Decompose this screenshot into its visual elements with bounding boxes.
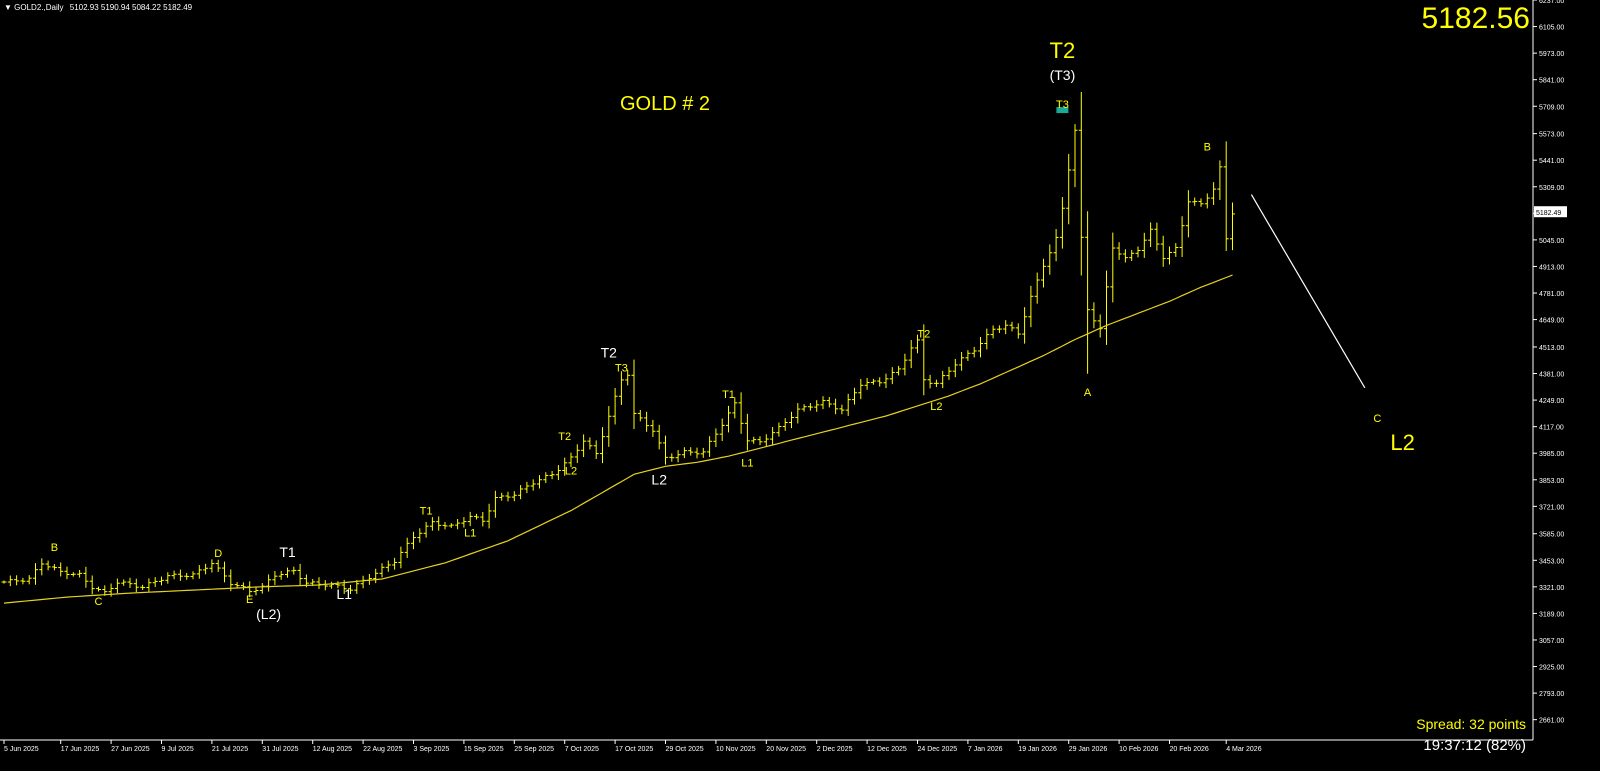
y-tick-label: 2925.00 [1539, 665, 1564, 672]
x-tick-label: 5 Jun 2025 [4, 746, 39, 753]
y-tick-label: 3321.00 [1539, 585, 1564, 592]
spread-readout: Spread: 32 points [1416, 716, 1526, 732]
x-tick-label: 17 Jun 2025 [61, 746, 100, 753]
y-tick-label: 3057.00 [1539, 638, 1564, 645]
wave-label: T1 [420, 506, 433, 518]
y-tick-label: 3585.00 [1539, 532, 1564, 539]
x-tick-label: 24 Dec 2025 [918, 746, 958, 753]
symbol-label: GOLD2.,Daily [14, 3, 64, 12]
projection-line [1250, 194, 1366, 389]
wave-label: L2 [565, 465, 577, 477]
wave-label: T2 [601, 345, 618, 361]
wave-label: T1 [279, 544, 296, 560]
wave-label: T2 [917, 328, 930, 340]
x-tick-label: 2 Dec 2025 [817, 746, 853, 753]
x-tick-label: 15 Sep 2025 [464, 746, 504, 753]
chart-title: GOLD # 2 [620, 93, 710, 115]
x-tick-label: 7 Jan 2026 [968, 746, 1003, 753]
y-tick-label: 4513.00 [1539, 345, 1564, 352]
x-tick-label: 4 Mar 2026 [1226, 746, 1262, 753]
y-tick-label: 3453.00 [1539, 558, 1564, 565]
y-tick-label: 5841.00 [1539, 78, 1564, 85]
y-tick-label: 5045.00 [1539, 238, 1564, 245]
y-tick-label: 4913.00 [1539, 264, 1564, 271]
x-tick-label: 27 Jun 2025 [111, 746, 150, 753]
wave-label: (T3) [1050, 67, 1076, 83]
y-tick-label: 3853.00 [1539, 478, 1564, 485]
y-tick-label: 5973.00 [1539, 51, 1564, 58]
x-tick-label: 10 Nov 2025 [716, 746, 756, 753]
wave-label: L1 [741, 457, 753, 469]
x-tick-label: 7 Oct 2025 [565, 746, 599, 753]
wave-label: L1 [464, 528, 476, 540]
wave-label: L2 [651, 471, 667, 487]
wave-label: T1 [722, 389, 735, 401]
x-tick-label: 20 Feb 2026 [1170, 746, 1209, 753]
y-tick-label: 2793.00 [1539, 691, 1564, 698]
bar-timer: 19:37:12 (82%) [1423, 737, 1526, 754]
y-tick-label: 5309.00 [1539, 185, 1564, 192]
y-tick-label: 3985.00 [1539, 451, 1564, 458]
wave-label: L2 [1390, 430, 1414, 455]
y-tick-label: 5441.00 [1539, 158, 1564, 165]
y-tick-label: 5709.00 [1539, 104, 1564, 111]
wave-label: T2 [558, 431, 571, 443]
chart-header: ▼ GOLD2.,Daily 5102.93 5190.94 5084.22 5… [4, 3, 192, 12]
x-tick-label: 29 Jan 2026 [1069, 746, 1108, 753]
wave-label: E [246, 594, 253, 606]
y-tick-label: 6105.00 [1539, 25, 1564, 32]
wave-label: L2 [930, 401, 942, 413]
y-tick-label: 3721.00 [1539, 504, 1564, 511]
wave-label: T3 [615, 363, 628, 375]
x-tick-label: 19 Jan 2026 [1018, 746, 1057, 753]
y-tick-label: 4381.00 [1539, 372, 1564, 379]
marker-box [1056, 107, 1069, 114]
wave-label: B [1204, 141, 1211, 153]
x-tick-label: 9 Jul 2025 [162, 746, 194, 753]
wave-label: B [51, 542, 58, 554]
ohlc-values: 5102.93 5190.94 5084.22 5182.49 [69, 3, 193, 12]
current-price-big: 5182.56 [1421, 2, 1530, 35]
current-price-tag-label: 5182.49 [1536, 210, 1561, 217]
y-tick-label: 2661.00 [1539, 718, 1564, 725]
y-tick-label: 4249.00 [1539, 398, 1564, 405]
moving-average-line [3, 274, 1233, 604]
triangle-down-icon[interactable]: ▼ [4, 3, 12, 12]
x-tick-label: 12 Dec 2025 [867, 746, 907, 753]
y-tick-label: 4117.00 [1539, 425, 1564, 432]
wave-label: T3 [1056, 99, 1069, 111]
wave-label: C [1373, 413, 1381, 425]
wave-label: C [95, 596, 103, 608]
x-tick-label: 29 Oct 2025 [666, 746, 704, 753]
y-tick-label: 3189.00 [1539, 611, 1564, 618]
x-tick-label: 17 Oct 2025 [615, 746, 653, 753]
x-tick-label: 25 Sep 2025 [514, 746, 554, 753]
x-tick-label: 3 Sep 2025 [414, 746, 450, 753]
current-price-tag [1534, 206, 1567, 218]
wave-label: T2 [1050, 38, 1076, 63]
wave-label: D [214, 548, 222, 560]
x-tick-label: 12 Aug 2025 [313, 746, 352, 753]
y-tick-label: 4781.00 [1539, 291, 1564, 298]
x-tick-label: 31 Jul 2025 [262, 746, 298, 753]
x-tick-label: 21 Jul 2025 [212, 746, 248, 753]
y-tick-label: 4649.00 [1539, 318, 1564, 325]
wave-label: (L2) [256, 606, 281, 622]
wave-label: A [1084, 387, 1092, 399]
y-tick-label: 6237.00 [1539, 0, 1564, 5]
wave-label: L1 [336, 586, 352, 602]
x-tick-label: 22 Aug 2025 [363, 746, 402, 753]
y-tick-label: 5573.00 [1539, 132, 1564, 139]
x-tick-label: 20 Nov 2025 [766, 746, 806, 753]
x-tick-label: 10 Feb 2026 [1119, 746, 1158, 753]
